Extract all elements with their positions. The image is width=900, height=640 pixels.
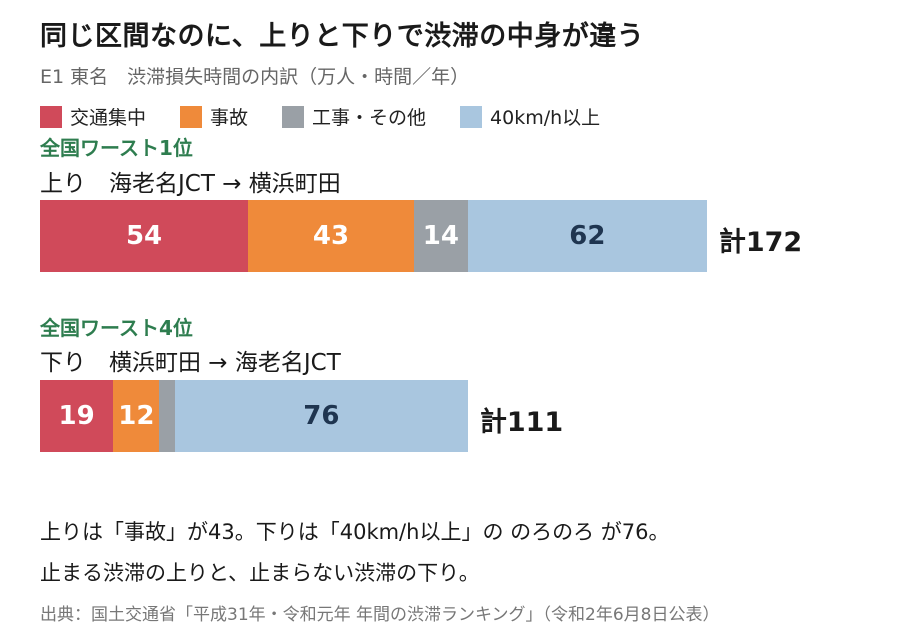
note-line-2: 止まる渋滞の上りと、止まらない渋滞の下り。 [40,561,480,585]
legend-swatch-construction [282,105,305,128]
note-line-1: 上りは「事故」が43。下りは「40km/h以上」の のろのろ が76。 [40,520,670,544]
bar-value-label: 76 [303,401,340,431]
bar-segment-construction: 14 [413,200,468,272]
legend-label-slow: 40km/h以上 [490,107,601,129]
bar-segment-construction [159,380,175,452]
bar-row-down: 19 12 76 [40,380,468,452]
bar-value-label: 14 [422,221,459,251]
legend-swatch-accident [180,105,203,128]
total-label-down: 計111 [479,407,564,438]
bar-row-up: 54 43 14 62 [40,200,707,272]
legend-item-accident: 事故 [180,103,248,130]
route-label-down: 下り 横浜町田 → 海老名JCT [40,350,341,376]
bar-value-label: 19 [58,401,95,431]
legend-item-slow: 40km/h以上 [460,103,600,130]
bar-segment-accident: 43 [248,200,414,272]
legend: 交通集中 事故 工事・その他 40km/h以上 [40,103,634,130]
legend-label-construction: 工事・その他 [312,107,427,129]
source-note: 出典：国土交通省「平成31年・令和元年 年間の渋滞ランキング」（令和2年6月8日… [40,605,720,625]
bar-value-label: 43 [312,221,350,251]
bar-segment-congestion: 19 [40,380,114,452]
route-label-up: 上り 海老名JCT → 横浜町田 [40,171,341,197]
legend-swatch-slow [460,105,483,128]
legend-item-construction: 工事・その他 [282,103,426,130]
bar-value-label: 62 [569,221,606,251]
bar-value-label: 54 [125,221,163,251]
chart-title: 同じ区間なのに、上りと下りで渋滞の中身が違う [40,21,645,52]
rank-label-up: 全国ワースト1位 [40,136,193,160]
bar-segment-slow: 62 [467,200,707,272]
bar-segment-slow: 76 [174,380,468,452]
bar-value-label: 12 [118,401,155,431]
legend-item-congestion: 交通集中 [40,103,146,130]
legend-label-congestion: 交通集中 [70,107,147,129]
total-label-up: 計172 [718,227,803,258]
bar-segment-congestion: 54 [40,200,249,272]
legend-label-accident: 事故 [210,107,249,129]
legend-swatch-congestion [40,105,62,128]
chart-subtitle: E1 東名 渋滞損失時間の内訳（万人・時間／年） [40,66,470,88]
rank-label-down: 全国ワースト4位 [40,316,193,340]
bar-segment-accident: 12 [113,380,160,452]
